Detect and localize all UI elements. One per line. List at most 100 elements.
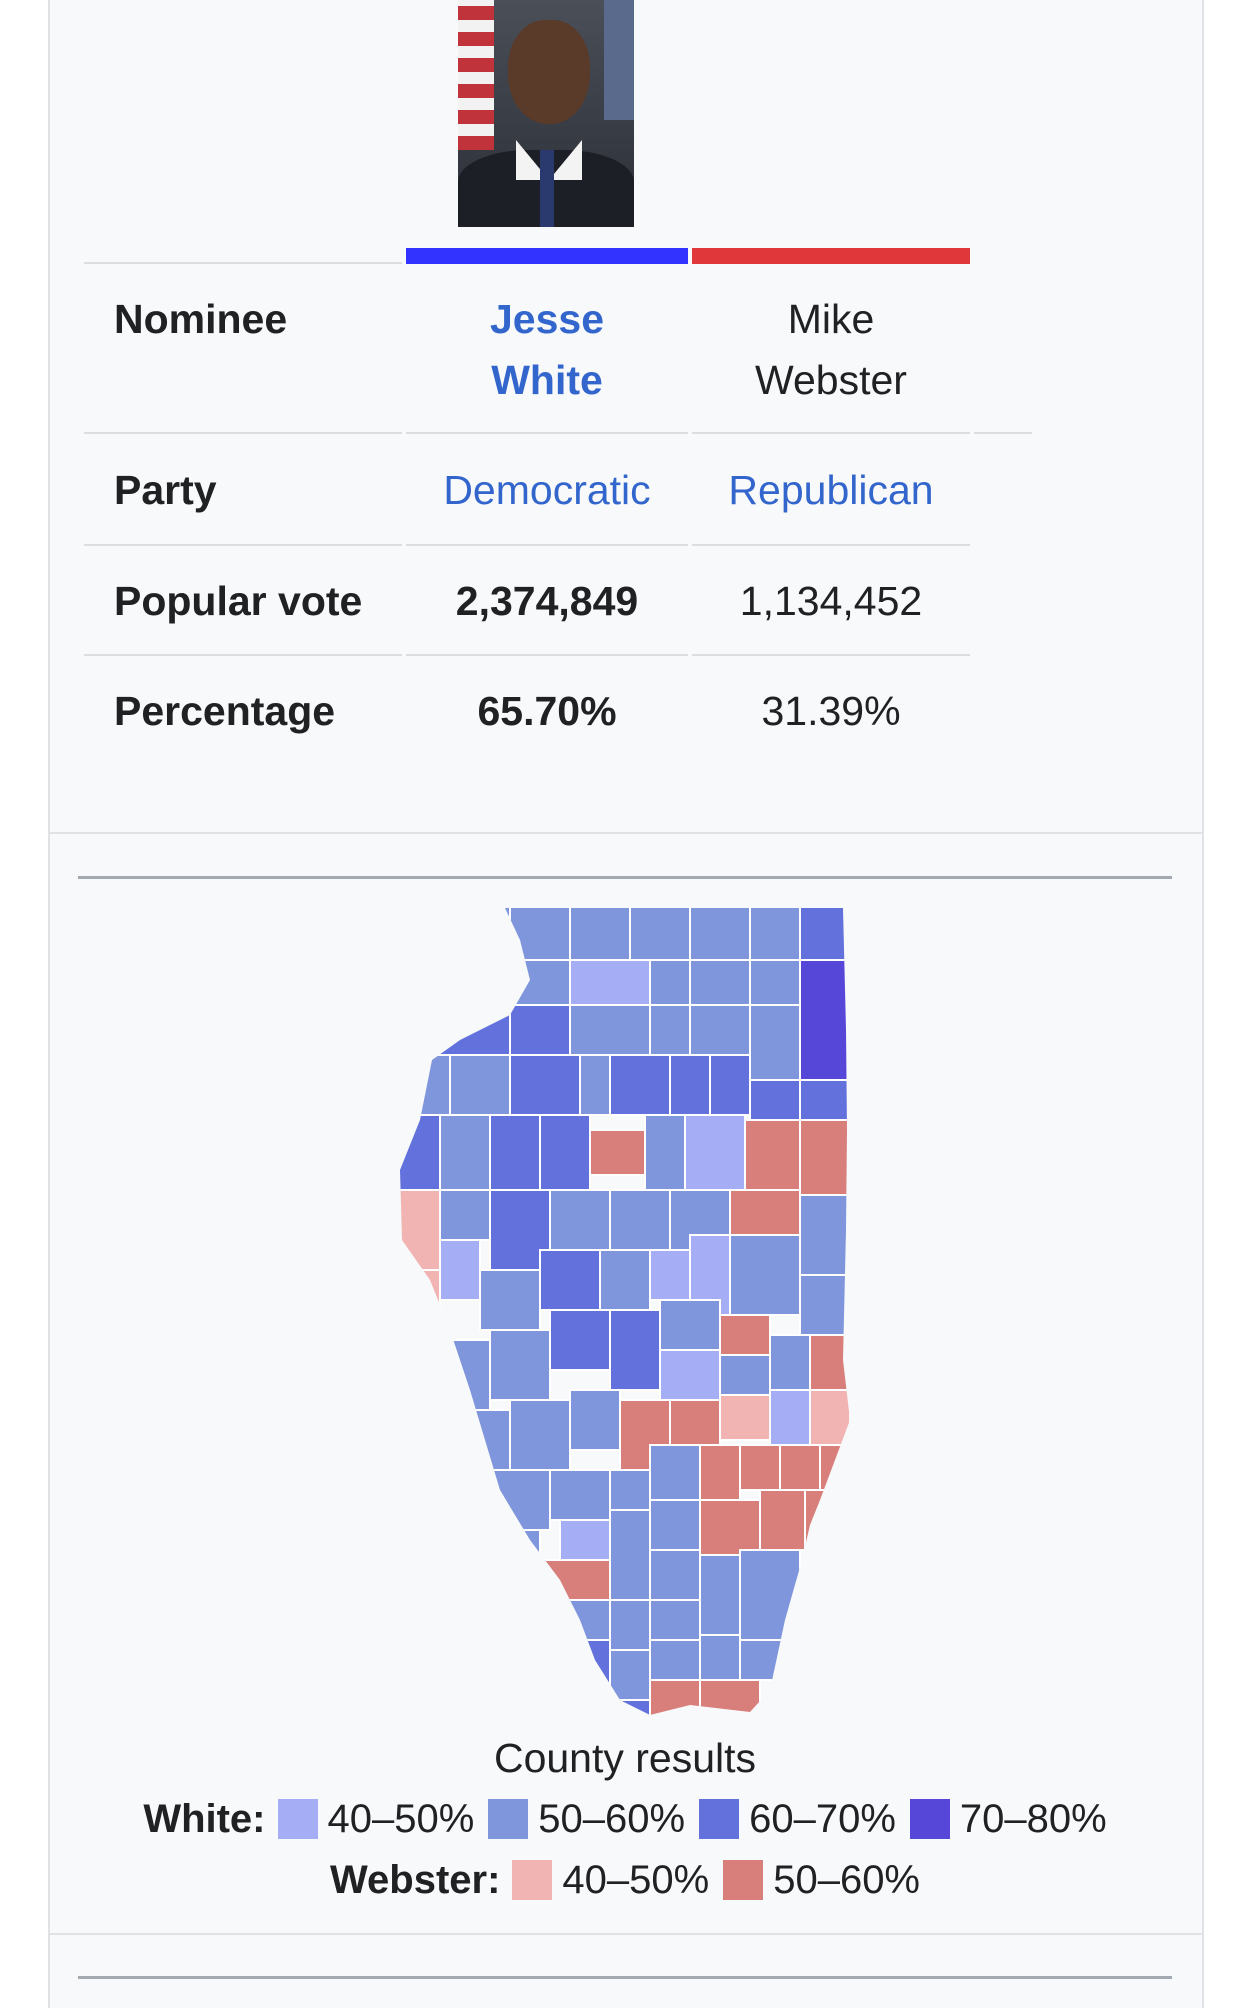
county[interactable]: [489, 1469, 551, 1531]
county[interactable]: [769, 1334, 811, 1391]
county[interactable]: [569, 959, 651, 1006]
county[interactable]: [429, 1004, 511, 1056]
county[interactable]: [719, 1394, 771, 1441]
county[interactable]: [569, 1004, 651, 1056]
candidate-1-name-line1[interactable]: Jesse: [489, 296, 604, 342]
county[interactable]: [589, 1129, 646, 1176]
county[interactable]: [509, 900, 571, 961]
county[interactable]: [799, 900, 850, 961]
county[interactable]: [489, 1529, 541, 1591]
county[interactable]: [479, 1269, 541, 1331]
county[interactable]: [649, 1679, 701, 1730]
county[interactable]: [659, 1299, 721, 1351]
county[interactable]: [509, 959, 571, 1006]
candidate-1-party-link[interactable]: Democratic: [443, 467, 651, 513]
county[interactable]: [819, 1444, 850, 1491]
county[interactable]: [644, 1114, 686, 1191]
county[interactable]: [689, 900, 751, 961]
county[interactable]: [579, 1054, 611, 1116]
county[interactable]: [629, 900, 691, 961]
county[interactable]: [409, 1549, 491, 1611]
county[interactable]: [649, 1499, 701, 1551]
county[interactable]: [684, 1114, 746, 1191]
county[interactable]: [739, 1444, 781, 1491]
county[interactable]: [609, 1509, 651, 1601]
county[interactable]: [609, 1309, 661, 1391]
county[interactable]: [809, 1389, 850, 1446]
county[interactable]: [539, 1559, 611, 1601]
county[interactable]: [390, 1114, 441, 1191]
county[interactable]: [649, 1639, 701, 1681]
county[interactable]: [539, 1249, 601, 1311]
county[interactable]: [509, 1399, 571, 1471]
county[interactable]: [549, 1599, 611, 1641]
county[interactable]: [649, 959, 691, 1006]
county[interactable]: [429, 1339, 491, 1411]
county[interactable]: [699, 1554, 741, 1636]
illinois-county-map[interactable]: [390, 900, 860, 1730]
county[interactable]: [749, 900, 801, 961]
county[interactable]: [649, 1549, 701, 1601]
county[interactable]: [699, 1444, 741, 1501]
county[interactable]: [699, 1634, 741, 1681]
county[interactable]: [649, 1599, 701, 1641]
county[interactable]: [449, 1409, 511, 1471]
county[interactable]: [390, 900, 451, 961]
county[interactable]: [689, 1004, 751, 1056]
county[interactable]: [569, 900, 631, 961]
county[interactable]: [804, 1489, 850, 1551]
county[interactable]: [509, 1054, 581, 1116]
county[interactable]: [439, 1239, 481, 1301]
county[interactable]: [599, 1249, 651, 1311]
county[interactable]: [699, 1499, 761, 1556]
county[interactable]: [769, 1389, 811, 1446]
county[interactable]: [569, 1389, 621, 1451]
county[interactable]: [749, 1004, 801, 1081]
county[interactable]: [439, 1114, 491, 1191]
county[interactable]: [489, 1329, 551, 1401]
county[interactable]: [739, 1549, 801, 1641]
county[interactable]: [744, 1119, 801, 1191]
candidate-1-name-line2[interactable]: White: [491, 357, 603, 403]
county[interactable]: [799, 1194, 850, 1276]
county[interactable]: [649, 1249, 691, 1301]
county[interactable]: [539, 1114, 591, 1191]
county[interactable]: [390, 1189, 441, 1271]
county[interactable]: [649, 1004, 691, 1056]
county[interactable]: [749, 1079, 801, 1121]
county[interactable]: [669, 1399, 721, 1446]
county[interactable]: [549, 1469, 611, 1521]
county[interactable]: [709, 1054, 751, 1116]
county[interactable]: [799, 1274, 850, 1336]
county[interactable]: [609, 1599, 651, 1651]
county[interactable]: [559, 1519, 611, 1561]
county[interactable]: [779, 1444, 821, 1491]
county[interactable]: [439, 1189, 491, 1241]
county[interactable]: [689, 959, 751, 1006]
county[interactable]: [609, 1054, 671, 1116]
county[interactable]: [799, 1119, 850, 1196]
county[interactable]: [739, 1639, 801, 1681]
county[interactable]: [799, 959, 850, 1081]
county[interactable]: [509, 1004, 571, 1056]
county[interactable]: [669, 1054, 711, 1116]
county[interactable]: [699, 1679, 761, 1730]
county[interactable]: [759, 1489, 806, 1551]
county[interactable]: [729, 1189, 801, 1236]
county[interactable]: [390, 1269, 441, 1341]
county[interactable]: [489, 1589, 551, 1651]
county[interactable]: [719, 1314, 771, 1356]
candidate-2-party-link[interactable]: Republican: [728, 467, 934, 513]
county[interactable]: [799, 1079, 850, 1121]
county[interactable]: [449, 1054, 511, 1116]
county[interactable]: [809, 1334, 850, 1391]
county[interactable]: [489, 1114, 541, 1191]
county[interactable]: [390, 1054, 451, 1116]
county[interactable]: [729, 1234, 801, 1316]
county[interactable]: [609, 1189, 671, 1251]
county[interactable]: [579, 1699, 651, 1730]
county[interactable]: [649, 1444, 701, 1501]
county[interactable]: [749, 959, 801, 1006]
county[interactable]: [549, 1189, 611, 1251]
county[interactable]: [609, 1469, 651, 1511]
